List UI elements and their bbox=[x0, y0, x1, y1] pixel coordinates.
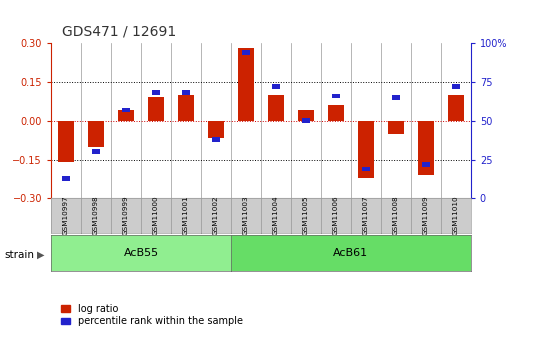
Bar bbox=[328, 105, 344, 121]
Bar bbox=[93, 149, 100, 154]
Bar bbox=[268, 95, 284, 121]
Bar bbox=[178, 95, 194, 121]
Text: GSM10998: GSM10998 bbox=[93, 196, 99, 235]
Bar bbox=[302, 118, 310, 123]
Bar bbox=[387, 121, 404, 134]
Text: GSM11002: GSM11002 bbox=[213, 196, 219, 235]
Text: GSM10999: GSM10999 bbox=[123, 196, 129, 235]
Bar bbox=[242, 50, 250, 55]
Text: GSM10997: GSM10997 bbox=[63, 196, 69, 235]
Text: GSM11001: GSM11001 bbox=[183, 196, 189, 235]
Bar bbox=[362, 167, 370, 171]
Bar bbox=[332, 93, 339, 98]
Bar bbox=[448, 95, 464, 121]
Text: GSM11003: GSM11003 bbox=[243, 196, 249, 235]
Bar bbox=[118, 110, 134, 121]
Bar bbox=[298, 110, 314, 121]
Bar bbox=[62, 176, 70, 180]
Text: GSM11000: GSM11000 bbox=[153, 196, 159, 235]
Text: GSM11007: GSM11007 bbox=[363, 196, 369, 235]
Text: GSM11006: GSM11006 bbox=[333, 196, 339, 235]
Bar bbox=[212, 137, 220, 142]
Text: GSM11010: GSM11010 bbox=[453, 196, 459, 235]
Text: AcB61: AcB61 bbox=[333, 248, 369, 258]
Text: ▶: ▶ bbox=[37, 250, 44, 259]
Bar bbox=[182, 90, 190, 95]
Bar bbox=[58, 121, 74, 162]
Bar bbox=[272, 84, 280, 89]
Bar bbox=[148, 97, 164, 121]
Text: GSM11008: GSM11008 bbox=[393, 196, 399, 235]
Bar bbox=[88, 121, 104, 147]
Text: strain: strain bbox=[4, 250, 34, 259]
Bar bbox=[392, 95, 400, 100]
Text: GDS471 / 12691: GDS471 / 12691 bbox=[62, 24, 176, 38]
Bar bbox=[152, 90, 160, 95]
Bar bbox=[417, 121, 434, 175]
Bar bbox=[238, 48, 254, 121]
Text: GSM11004: GSM11004 bbox=[273, 196, 279, 235]
Bar bbox=[422, 162, 429, 167]
Bar bbox=[358, 121, 374, 178]
Bar bbox=[452, 84, 459, 89]
Bar bbox=[208, 121, 224, 138]
Text: GSM11009: GSM11009 bbox=[423, 196, 429, 235]
Text: AcB55: AcB55 bbox=[123, 248, 159, 258]
Text: GSM11005: GSM11005 bbox=[303, 196, 309, 235]
Legend: log ratio, percentile rank within the sample: log ratio, percentile rank within the sa… bbox=[61, 304, 243, 326]
Bar bbox=[122, 108, 130, 112]
